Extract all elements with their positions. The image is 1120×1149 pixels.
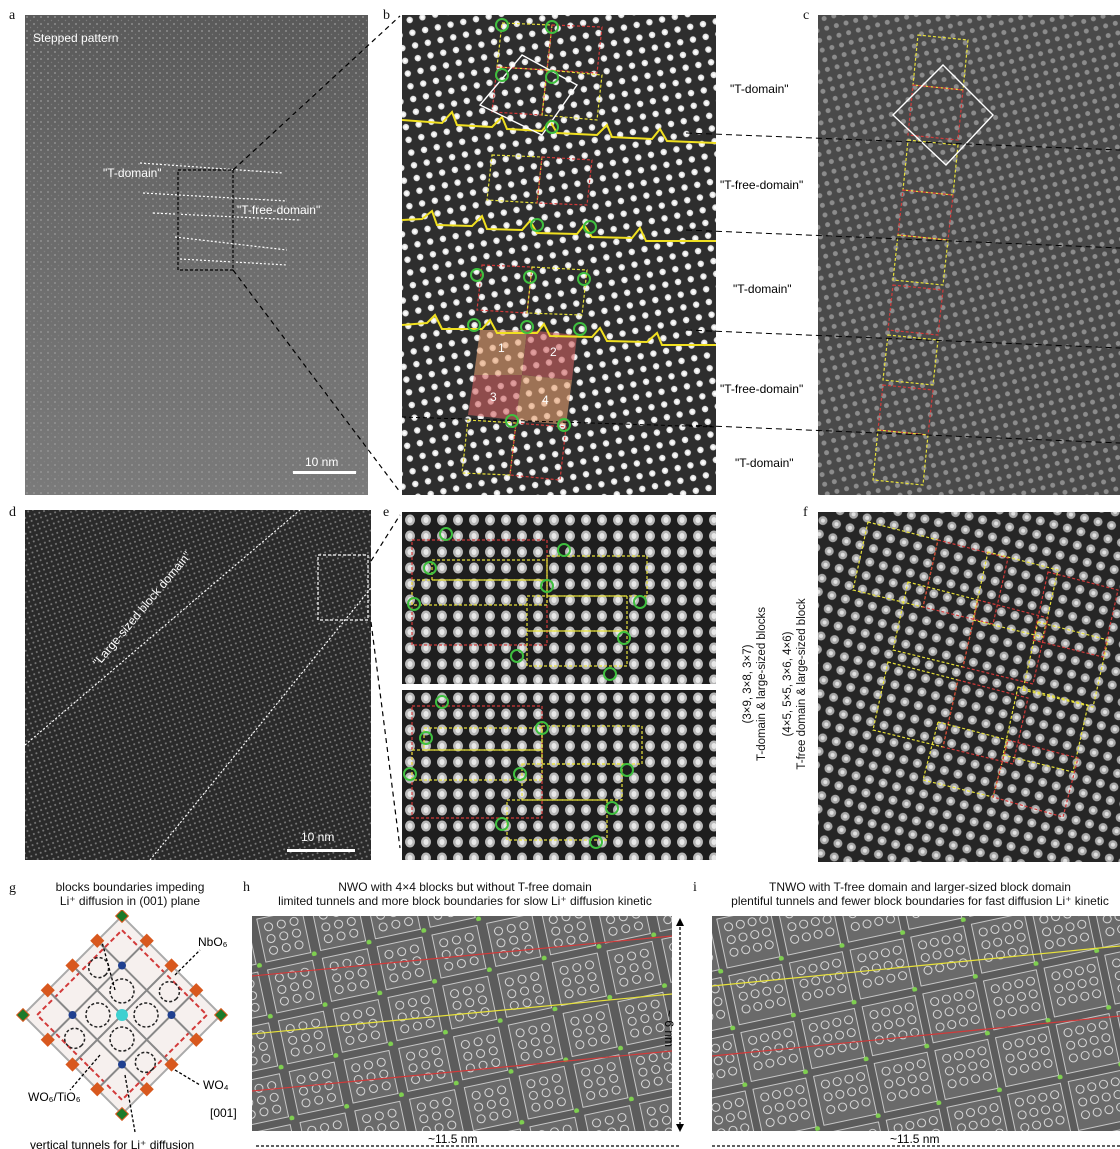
panel-h-width-label: ~11.5 nm	[428, 1132, 478, 1146]
panel-i-schematic	[712, 916, 1120, 1131]
panel-label-e: e	[383, 505, 390, 520]
panel-g-title-line1: blocks boundaries impeding	[55, 880, 205, 894]
panel-label-f: f	[803, 505, 808, 520]
domain-label-4: "T-free-domain"	[720, 382, 804, 396]
panel-h-schematic	[252, 916, 672, 1131]
panel-h-height-label: ~ 6 nm	[662, 1010, 676, 1048]
panel-a-title: Stepped pattern	[33, 31, 119, 45]
panel-i-title-line1: TNWO with T-free domain and larger-sized…	[769, 880, 1071, 894]
panel-f-caption-line1: (4×5, 5×5, 3×6, 4×6)	[782, 631, 794, 737]
panel-e-top-image	[402, 512, 716, 684]
panel-d-scale-label: 10 nm	[301, 830, 335, 844]
block-label-1: 1	[498, 341, 505, 355]
panel-b-image: 1 2 3 4	[402, 15, 716, 495]
panel-a-image: Stepped pattern "T-domain" "T-free-domai…	[25, 15, 368, 495]
panel-label-g: g	[9, 881, 16, 896]
panel-a-t-free-label: "T-free-domain"	[237, 203, 321, 217]
panel-b-lattice	[402, 15, 716, 495]
panel-h-title: NWO with 4×4 blocks but without T-free d…	[245, 880, 685, 908]
panel-e-caption-line2: T-domain & large-sized blocks	[756, 606, 768, 762]
panel-e-bottom-image	[402, 690, 716, 860]
domain-label-5: "T-domain"	[735, 456, 794, 470]
panel-i-width-label: ~11.5 nm	[890, 1132, 940, 1146]
panel-e-top-lattice	[402, 512, 716, 684]
panel-e-bottom-lattice	[402, 690, 716, 860]
panel-label-a: a	[9, 8, 16, 23]
panel-g-title-line2: Li⁺ diffusion in (001) plane	[59, 894, 201, 908]
panel-h-title-line2: limited tunnels and more block boundarie…	[278, 894, 652, 908]
label-wo6: WO₆/TiO₆	[28, 1090, 81, 1104]
panel-a-lattice	[25, 15, 368, 495]
panel-i-blocks	[712, 916, 1120, 1131]
domain-label-2: "T-free-domain"	[720, 178, 804, 192]
panel-i-title: TNWO with T-free domain and larger-sized…	[700, 880, 1120, 908]
block-label-2: 2	[550, 345, 557, 359]
block-label-3: 3	[490, 390, 497, 404]
label-wo4: WO₄	[203, 1078, 229, 1092]
panel-d-lattice	[25, 510, 371, 860]
label-vertical-tunnels: vertical tunnels for Li⁺ diffusion	[30, 1138, 195, 1149]
panel-e-caption: (3×9, 3×8, 3×7) T-domain & large-sized b…	[741, 589, 769, 779]
panel-f-image	[818, 512, 1120, 862]
panel-g-title: blocks boundaries impeding Li⁺ diffusion…	[20, 880, 240, 908]
panel-f-caption-line2: T-free domain & large-sized block	[796, 598, 808, 770]
block-label-4: 4	[542, 393, 549, 407]
label-axis-001: [001]	[210, 1106, 237, 1120]
domain-label-3: "T-domain"	[733, 282, 792, 296]
domain-label-1: "T-domain"	[730, 82, 789, 96]
panel-c-image	[818, 15, 1120, 495]
panel-h-blocks	[252, 916, 672, 1131]
label-nbo6: NbO₆	[198, 935, 228, 949]
panel-i-title-line2: plentiful tunnels and fewer block bounda…	[731, 894, 1109, 908]
panel-label-i: i	[693, 880, 697, 895]
panel-f-caption: (4×5, 5×5, 3×6, 4×6) T-free domain & lar…	[781, 589, 809, 779]
panel-a-scale-label: 10 nm	[305, 455, 339, 469]
panel-f-lattice	[818, 512, 1120, 862]
panel-a-t-domain-label: "T-domain"	[103, 166, 162, 180]
panel-c-lattice	[818, 15, 1120, 495]
panel-h-title-line1: NWO with 4×4 blocks but without T-free d…	[338, 880, 592, 894]
panel-label-c: c	[803, 8, 810, 23]
panel-g-structure: NbO₆ WO₄ WO₆/TiO₆ [001] vertical tunnels…	[10, 910, 245, 1149]
panel-e-caption-line1: (3×9, 3×8, 3×7)	[742, 644, 754, 724]
panel-g-structure-svg	[15, 910, 229, 1133]
panel-label-h: h	[243, 880, 250, 895]
panel-label-b: b	[383, 8, 390, 23]
panel-label-d: d	[9, 505, 16, 520]
panel-d-image: "Large-sized block domain" 10 nm	[25, 510, 371, 860]
